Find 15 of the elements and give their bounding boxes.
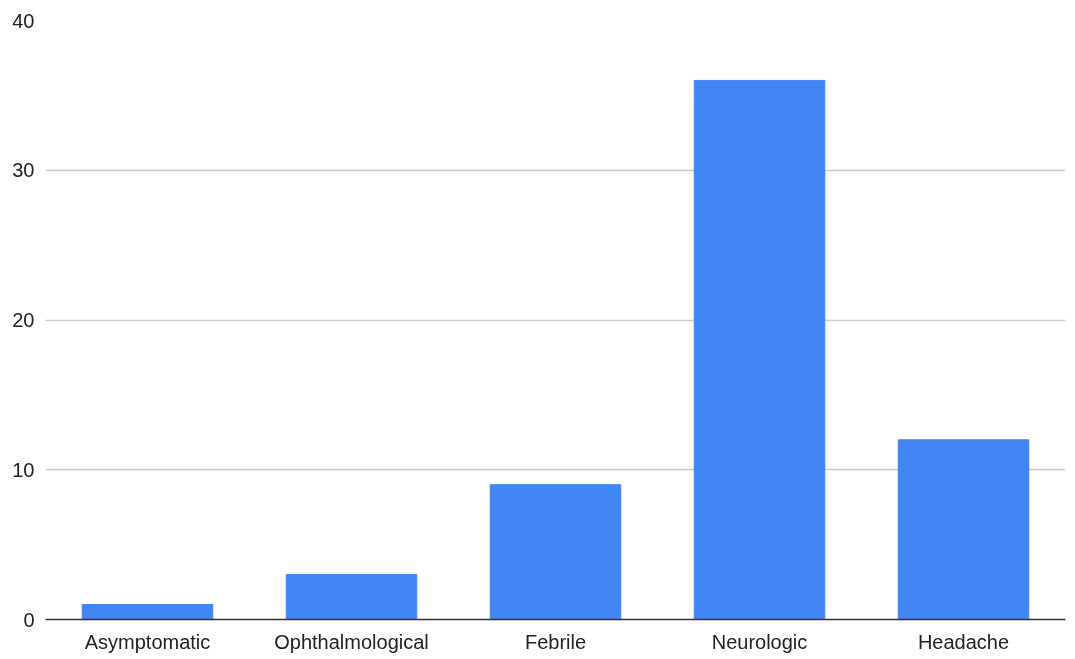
bar — [693, 79, 826, 620]
y-tick-label: 10 — [12, 458, 35, 481]
y-tick-label: 30 — [12, 159, 35, 182]
x-tick-label: Ophthalmological — [274, 630, 429, 653]
bar — [489, 484, 622, 620]
bar — [81, 604, 214, 620]
x-tick-label: Asymptomatic — [84, 630, 211, 653]
y-tick-label: 0 — [23, 608, 35, 631]
bar — [897, 439, 1030, 620]
y-tick-label: 40 — [12, 9, 35, 32]
bar — [285, 574, 418, 620]
x-tick-label: Febrile — [524, 630, 587, 653]
x-tick-label: Neurologic — [711, 630, 808, 653]
x-tick-label: Headache — [917, 630, 1010, 653]
y-tick-label: 20 — [12, 309, 35, 331]
